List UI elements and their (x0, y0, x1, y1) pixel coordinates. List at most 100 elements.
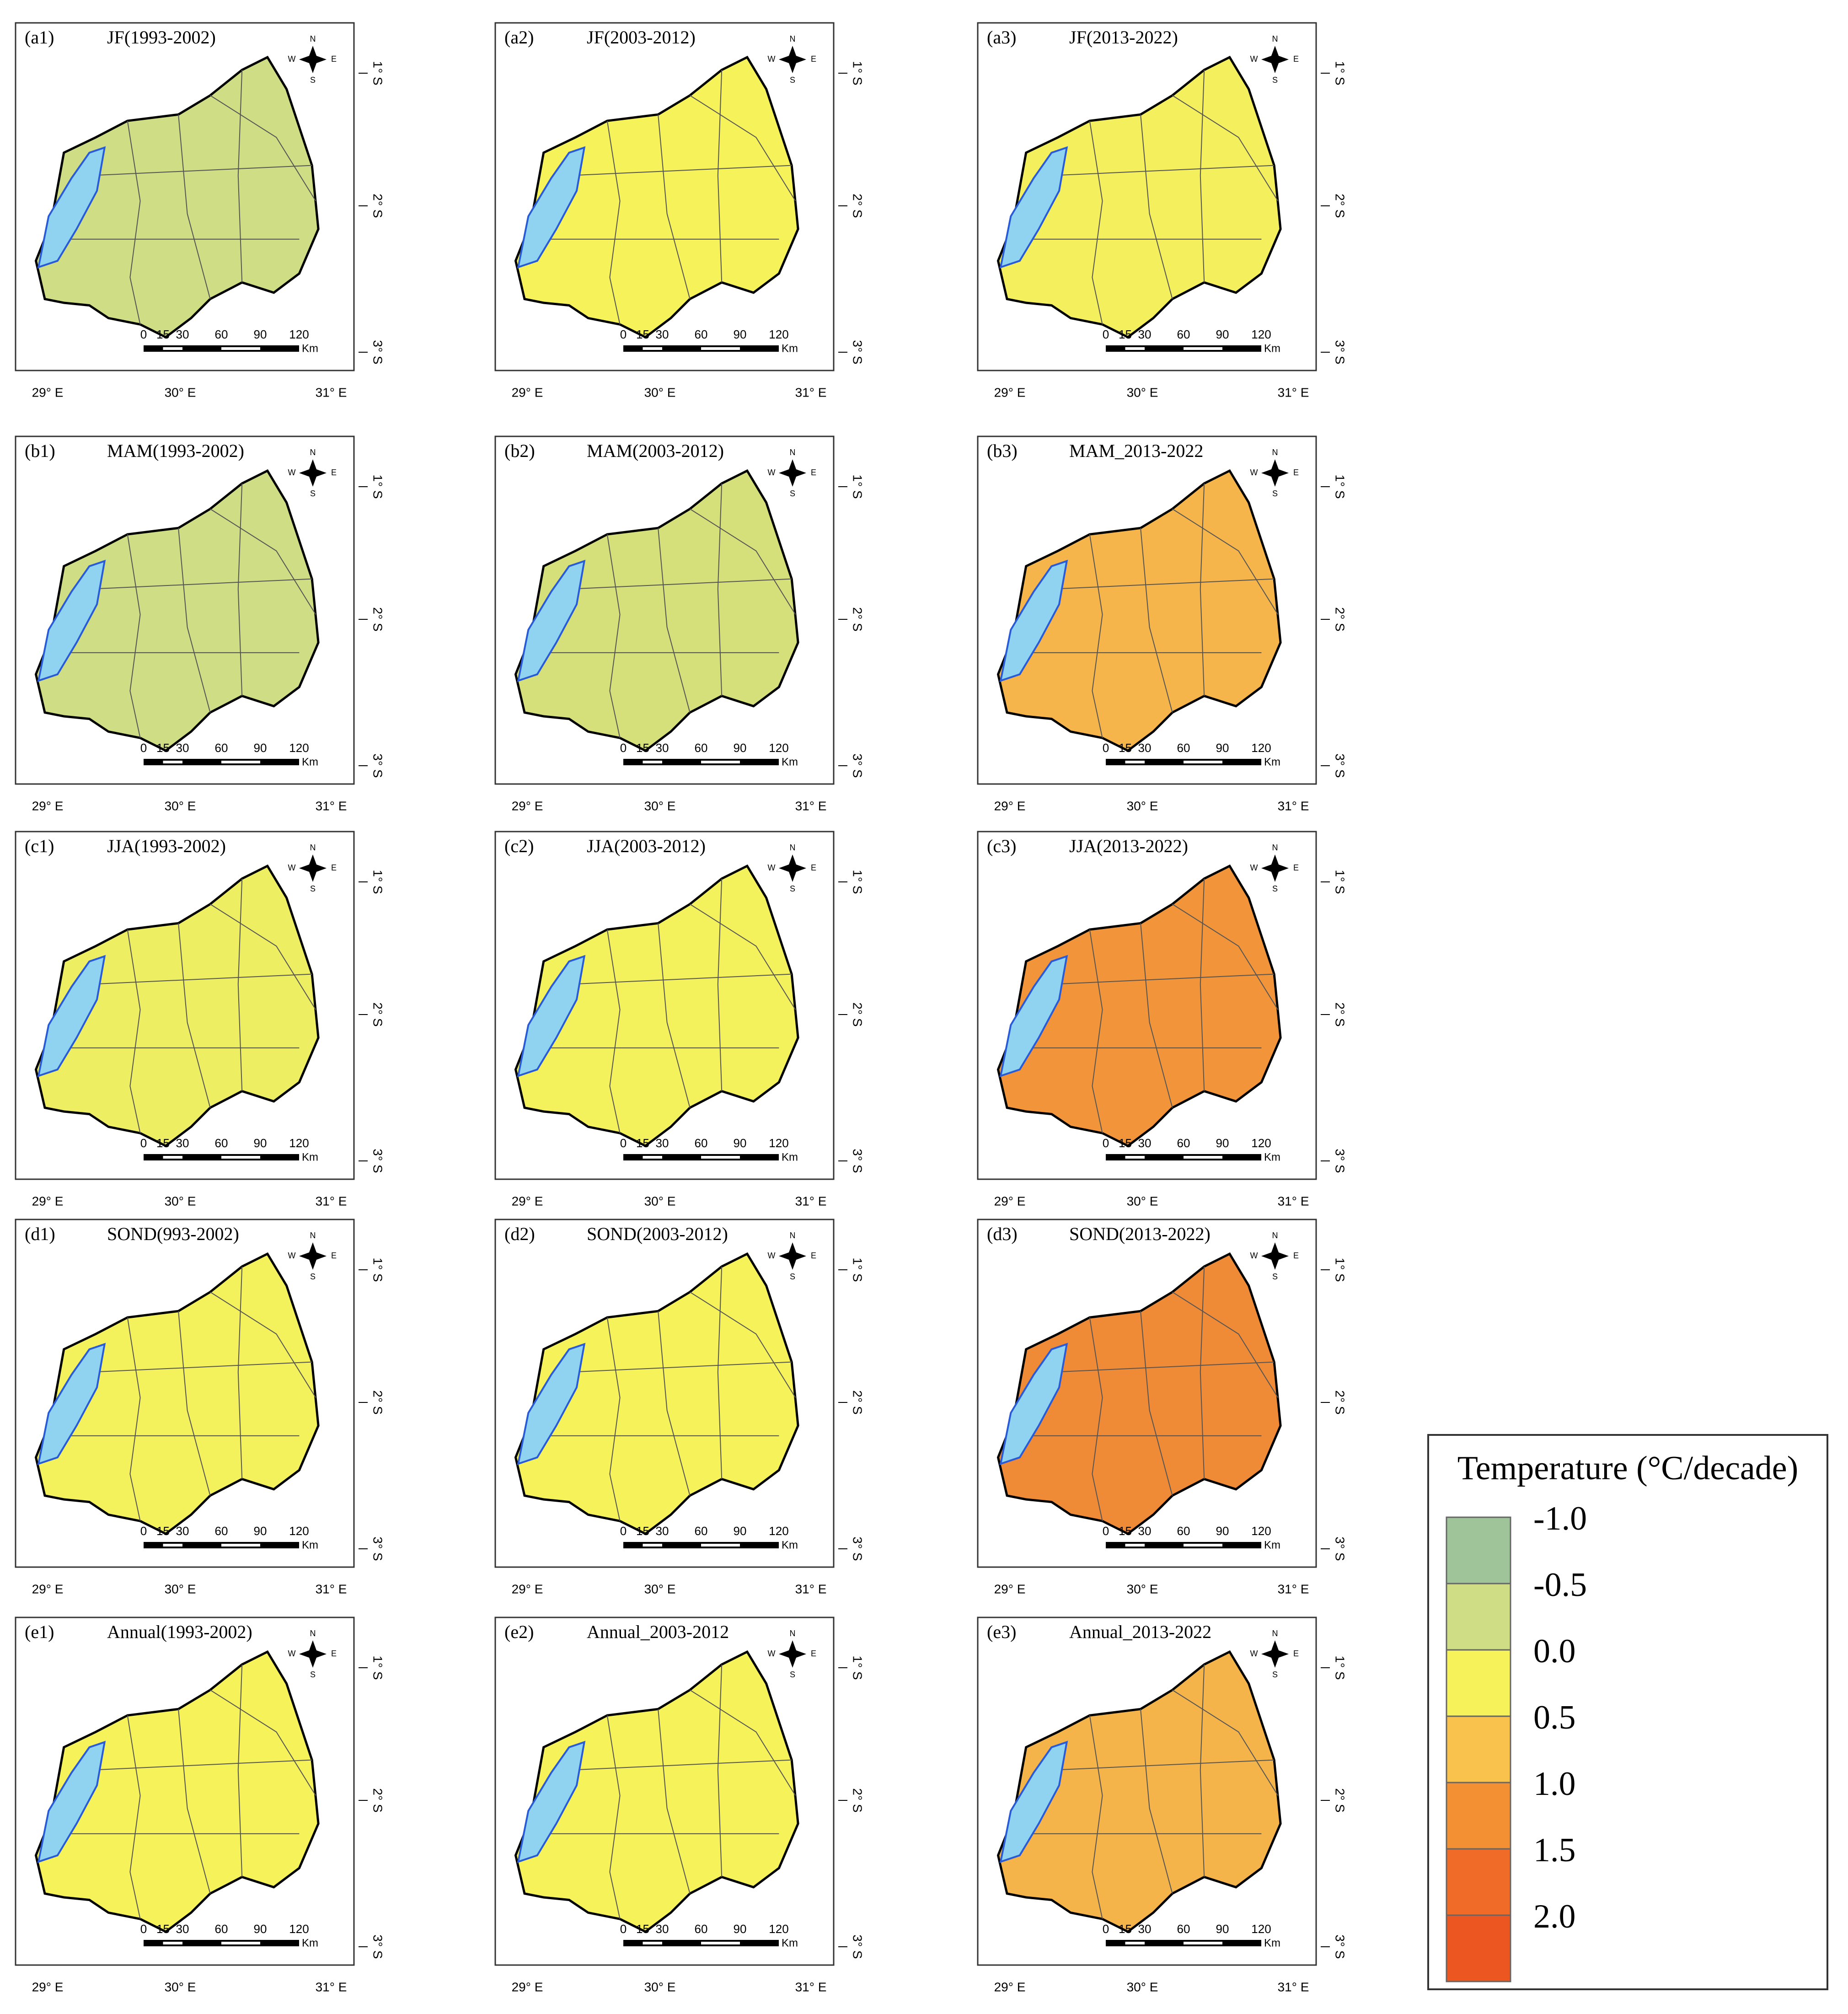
panel-label: (b2) (504, 440, 535, 461)
latitude-label: 1° S (371, 870, 385, 894)
scale-label: 0 (620, 328, 627, 341)
compass-letter: W (288, 1251, 296, 1260)
scale-label: 0 (140, 1922, 147, 1936)
compass-letter: E (811, 1649, 816, 1658)
scale-label: 15 (636, 1524, 649, 1538)
panel-label: (e2) (504, 1622, 534, 1642)
compass-rose (779, 1242, 806, 1270)
district-boundary (1200, 70, 1205, 283)
panel-label: (c1) (25, 836, 54, 856)
longitude-label: 29° E (994, 1980, 1026, 1994)
compass-letter: S (310, 1272, 316, 1281)
district-boundary (210, 508, 316, 615)
scale-bar-segment (1125, 1156, 1145, 1159)
scale-bar-segment (1184, 1942, 1222, 1944)
compass-rose (1261, 854, 1289, 882)
longitude-label: 30° E (644, 1194, 676, 1208)
compass-letter: N (310, 843, 316, 852)
lake-kivu (37, 955, 106, 1078)
latitude-label: 3° S (371, 340, 385, 364)
panel-title: SOND(993-2002) (107, 1224, 239, 1244)
scale-label: 60 (1177, 741, 1190, 755)
panel-label: (a3) (987, 27, 1016, 48)
scale-label: 0 (620, 1524, 627, 1538)
compass-letter: E (331, 468, 337, 477)
district-boundary (1051, 1361, 1275, 1373)
longitude-label: 29° E (512, 799, 543, 813)
lake-kivu (37, 146, 106, 269)
country-area (514, 469, 799, 752)
district-boundary (658, 1709, 691, 1894)
longitude-label: 31° E (1278, 1980, 1309, 1994)
scale-label: 90 (734, 1922, 747, 1936)
latitude-label: 1° S (851, 474, 865, 499)
compass-letter: E (1293, 468, 1299, 477)
panel-label: (e3) (987, 1622, 1016, 1642)
scale-label: 15 (156, 328, 170, 341)
scale-label: 0 (1103, 328, 1109, 341)
compass-letter: N (310, 448, 316, 457)
panel-label: (d2) (504, 1224, 535, 1244)
lake-kivu (999, 1740, 1068, 1864)
compass-letter: E (811, 863, 816, 872)
scale-bar-segment (701, 347, 740, 350)
compass-rose (299, 1640, 327, 1668)
scale-unit: Km (302, 1539, 318, 1551)
country-area (996, 864, 1282, 1148)
scale-label: 90 (254, 328, 267, 341)
scale-label: 120 (1251, 328, 1271, 341)
lake-kivu (517, 1740, 586, 1864)
scale-label: 30 (656, 1524, 669, 1538)
legend-swatch (1446, 1649, 1511, 1717)
compass-letter: W (768, 468, 776, 477)
district-boundary (1172, 95, 1279, 202)
scale-label: 120 (289, 328, 309, 341)
country-area (996, 469, 1282, 752)
district-boundary (690, 1291, 796, 1398)
district-boundary (569, 578, 792, 590)
latitude-label: 3° S (851, 1536, 865, 1561)
panel-title: SOND(2003-2012) (587, 1224, 728, 1244)
scale-label: 60 (695, 1524, 708, 1538)
compass-letter: E (1293, 54, 1299, 64)
longitude-label: 31° E (1278, 799, 1309, 813)
compass-letter: W (768, 1649, 776, 1658)
country-area (514, 1650, 799, 1933)
scale-label: 120 (769, 1524, 788, 1538)
scale-label: 90 (1216, 1524, 1229, 1538)
latitude-label: 2° S (371, 193, 385, 218)
longitude-label: 30° E (165, 1194, 196, 1208)
scale-bar-segment (163, 1544, 182, 1547)
scale-label: 120 (769, 1136, 788, 1150)
lake-kivu (999, 1343, 1068, 1466)
scale-label: 90 (254, 1524, 267, 1538)
scale-label: 60 (1177, 1136, 1190, 1150)
legend-title: Temperature (°C/decade) (1457, 1450, 1799, 1487)
scale-label: 120 (1251, 741, 1271, 755)
latitude-label: 2° S (851, 1002, 865, 1026)
lake-kivu (999, 955, 1068, 1078)
legend-label: 1.5 (1533, 1831, 1576, 1869)
scale-unit: Km (1264, 342, 1280, 354)
scale-label: 30 (1138, 1922, 1152, 1936)
district-boundary (1172, 903, 1279, 1010)
scale-bar-segment (701, 1544, 740, 1547)
compass-letter: E (1293, 1251, 1299, 1260)
scale-label: 60 (215, 1524, 228, 1538)
scale-label: 90 (734, 1136, 747, 1150)
district-boundary (1200, 483, 1205, 696)
scale-label: 0 (1103, 1136, 1109, 1150)
district-boundary (1172, 1689, 1279, 1796)
longitude-label: 29° E (512, 1980, 543, 1994)
scale-bar-segment (221, 1156, 260, 1159)
scale-unit: Km (1264, 1539, 1280, 1551)
compass-letter: E (811, 54, 816, 64)
latitude-label: 1° S (851, 1257, 865, 1282)
scale-label: 0 (620, 1922, 627, 1936)
longitude-label: 31° E (795, 1194, 827, 1208)
